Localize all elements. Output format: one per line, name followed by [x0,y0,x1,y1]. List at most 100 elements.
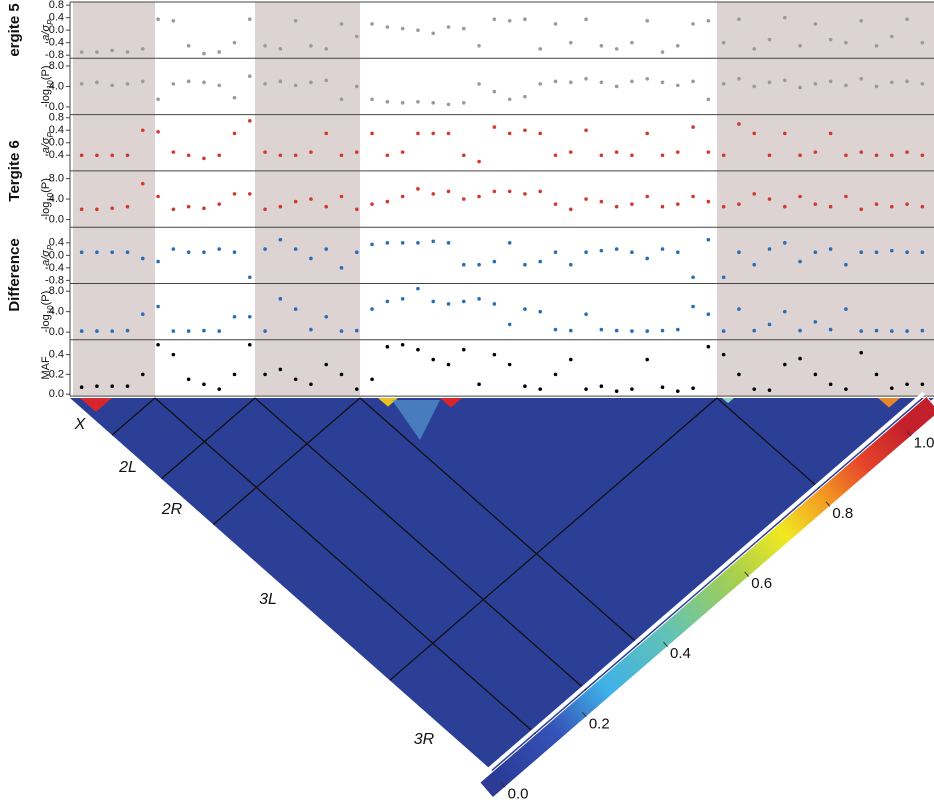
data-point [416,28,420,32]
data-point [737,307,741,311]
data-point [171,82,176,86]
data-point [859,250,864,255]
data-point [110,153,115,158]
data-point [859,76,864,81]
data-point [278,153,283,158]
data-point [630,153,634,158]
data-point [706,150,711,154]
y-tick-label: 4.0 [49,193,64,205]
data-point [202,51,206,56]
data-point [660,80,665,85]
data-point [461,347,466,352]
y-label-part: 10 [46,305,55,314]
data-point [874,153,879,158]
data-point [767,153,772,158]
data-point [370,307,374,311]
data-point [584,128,588,133]
data-point [660,247,665,251]
data-point [737,17,741,22]
data-point [95,153,99,158]
y-tick-label: 0.4 [49,237,64,249]
data-point [675,202,680,206]
data-point [385,241,390,245]
data-point [95,50,99,54]
data-point [400,194,405,199]
data-point [630,329,634,333]
data-point [721,275,726,280]
data-point [140,128,145,133]
data-point [354,328,359,333]
shaded-region [717,2,934,397]
data-point [584,197,588,201]
data-point [324,47,329,51]
data-point [202,80,206,85]
data-point [660,50,665,54]
data-point [645,329,650,333]
data-point [263,82,267,86]
data-point [186,153,191,158]
data-point [293,307,298,311]
data-point [920,40,925,45]
data-point [920,328,925,333]
data-point [859,18,864,23]
ld-triangle [70,398,934,775]
data-point [813,150,818,154]
data-point [813,202,818,206]
colorbar-tick-label: 1.0 [914,435,934,452]
data-point [538,131,543,136]
data-point [721,82,726,86]
colorbar-tick [663,641,668,648]
data-point [660,153,665,158]
data-point [691,275,695,280]
data-point [889,386,894,390]
colorbar-gap [475,391,926,782]
data-point [599,327,604,332]
data-point [309,197,313,201]
y-label-part: MAF [40,356,52,380]
data-point [798,328,802,333]
data-point [354,250,359,255]
data-point [217,202,222,206]
y-tick-label: 0.0 [49,326,64,338]
data-point [217,50,222,54]
data-point [614,389,619,393]
data-point [752,387,757,391]
data-point [416,187,420,191]
data-point [309,80,313,85]
y-label-part: 10 [46,80,55,89]
colorbar-tick-label: 0.2 [589,715,610,732]
ld-hotspot [392,400,440,440]
data-point [523,307,527,311]
data-point [813,320,818,324]
data-point [553,202,558,206]
data-point [339,372,344,377]
data-point [553,250,558,255]
y-label-part: (P) [40,178,52,193]
data-point [140,256,145,261]
data-point [247,119,252,123]
y-tick-label: -0.4 [45,262,64,274]
y-tick-label: 0.0 [49,137,64,149]
y-label-part: -log [40,89,52,107]
data-point [691,194,695,199]
data-point [538,387,543,391]
data-point [186,204,191,209]
data-point [354,84,359,89]
data-point [828,131,833,136]
data-point [630,250,634,255]
y-tick-label: -0.4 [45,149,64,161]
y-label-part: P [46,244,55,250]
data-point [324,204,329,209]
data-point [446,302,451,306]
data-point [202,382,206,387]
data-point [721,40,726,45]
data-point [263,247,267,251]
data-point [110,206,115,211]
data-point [416,241,420,245]
data-point [752,192,757,196]
data-point [446,131,451,136]
data-point [278,79,283,84]
data-point [767,247,772,251]
data-point [171,150,176,154]
data-point [171,247,176,251]
